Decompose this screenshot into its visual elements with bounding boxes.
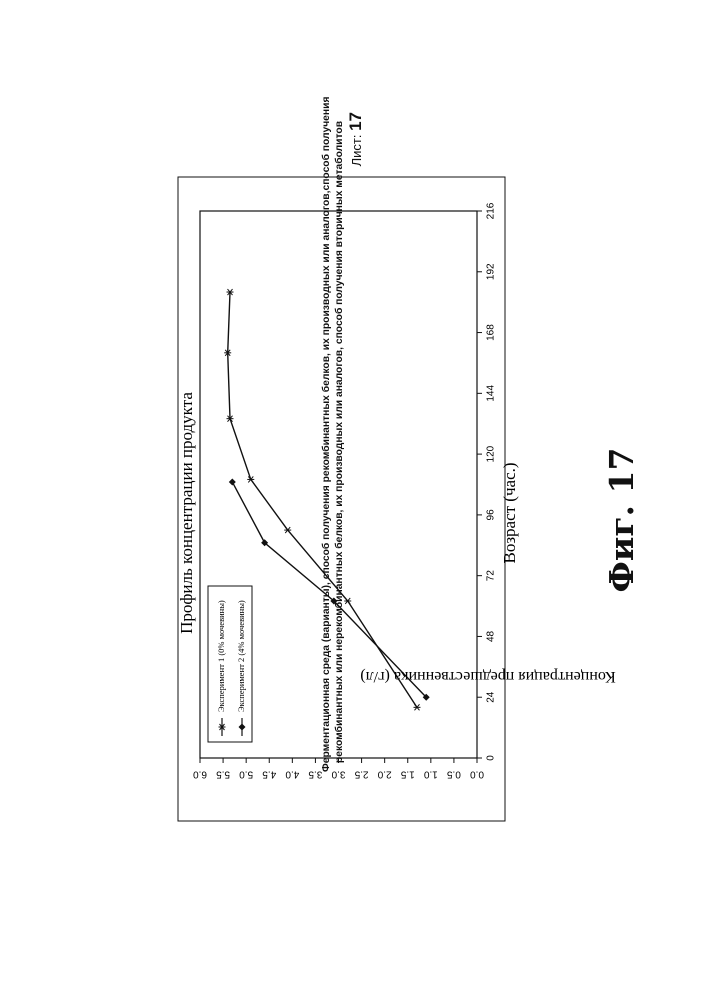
x-tick-label: 24	[486, 691, 497, 703]
x-tick-label: 72	[486, 570, 497, 582]
x-tick-label: 96	[486, 509, 497, 521]
legend-label: Эксперимент 1 (0% мочевины)	[216, 600, 226, 712]
series-line	[232, 482, 426, 697]
y-tick-label: 1.0	[423, 768, 437, 779]
y-tick-label: 5.5	[216, 768, 230, 779]
y-tick-label: 0.5	[447, 768, 461, 779]
y-tick-label: 3.0	[331, 768, 345, 779]
y-tick-label: 5.0	[239, 768, 253, 779]
y-tick-label: 2.5	[354, 768, 368, 779]
y-tick-label: 6.0	[193, 768, 207, 779]
series-line	[228, 292, 417, 707]
x-tick-label: 120	[486, 445, 497, 462]
y-tick-label: 4.0	[285, 768, 299, 779]
x-tick-label: 216	[486, 202, 497, 219]
x-tick-label: 144	[486, 385, 497, 402]
y-tick-label: 2.0	[377, 768, 391, 779]
y-tick-label: 4.5	[262, 768, 276, 779]
data-point-asterisk	[413, 704, 420, 710]
chart-title: Профиль концентрации продукта	[177, 392, 196, 634]
y-tick-label: 1.5	[400, 768, 414, 779]
x-tick-label: 48	[486, 630, 497, 642]
y-tick-label: 0.0	[470, 768, 484, 779]
y-tick-label: 3.5	[308, 768, 322, 779]
legend-label: Эксперимент 2 (4% мочевины)	[236, 600, 246, 712]
x-tick-label: 168	[486, 324, 497, 341]
figure-label: Фиг. 17	[592, 410, 652, 630]
x-tick-label: 192	[486, 263, 497, 280]
x-tick-label: 0	[486, 755, 497, 761]
x-axis-label: Возраст (час.)	[500, 462, 519, 563]
data-point-diamond	[229, 478, 236, 485]
y-axis-label: Концентрация предшественника (г/л)	[360, 668, 615, 685]
